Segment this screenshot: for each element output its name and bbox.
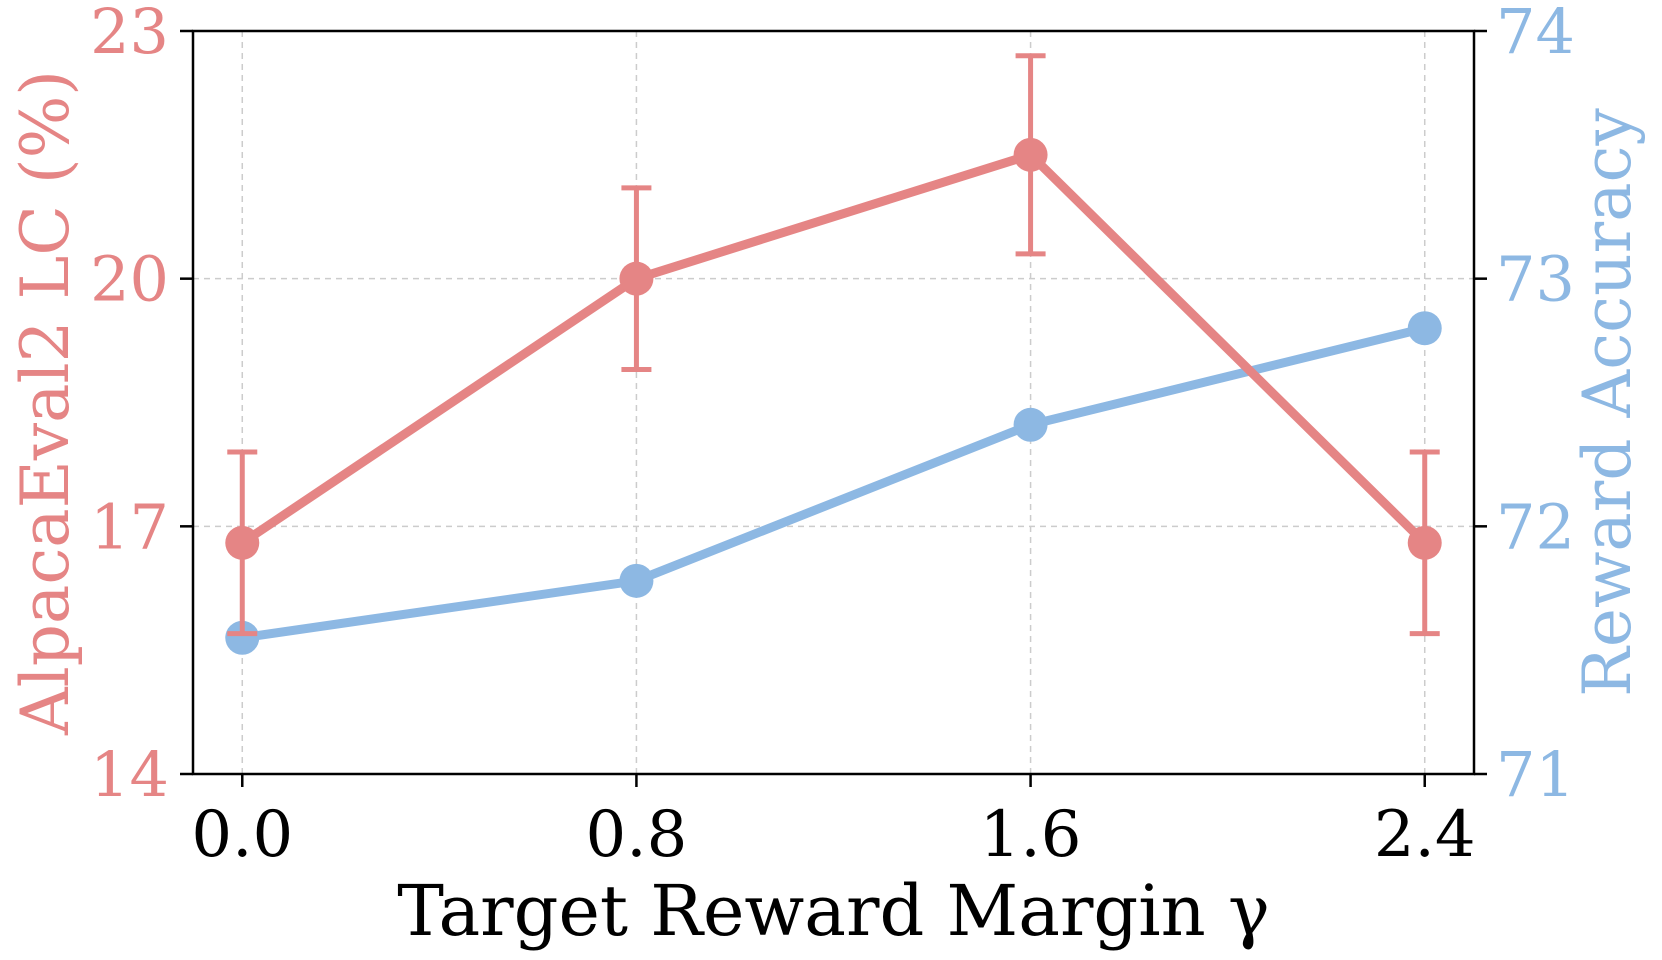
left-y-tick-label: 17: [90, 490, 169, 563]
right-y-tick-label: 74: [1496, 0, 1575, 68]
data-point: [225, 620, 260, 655]
left-y-tick-label: 20: [90, 243, 169, 316]
x-tick-label: 2.4: [1374, 798, 1476, 872]
right-y-tick-label: 71: [1496, 738, 1575, 811]
left-y-axis-label: AlpacaEval2 LC (%): [7, 70, 84, 736]
data-point: [619, 563, 654, 598]
data-point: [225, 525, 260, 560]
data-point: [1013, 137, 1048, 172]
data-point: [619, 261, 654, 296]
series-line: [237, 323, 1430, 643]
series-alpacaeval: [225, 53, 1442, 637]
plot-frame: [191, 29, 1476, 776]
grid: [193, 31, 1474, 774]
x-tick-label: 0.0: [191, 798, 293, 872]
left-y-tick-label: 23: [90, 0, 169, 68]
left-y-axis: 14 17 20 23: [90, 0, 193, 811]
x-tick-label: 1.6: [980, 798, 1082, 872]
left-y-tick-label: 14: [90, 738, 169, 811]
x-tick-label: 0.8: [586, 798, 688, 872]
series-line: [237, 150, 1430, 548]
right-y-axis: 71 72 73 74: [1474, 0, 1575, 811]
right-y-tick-label: 72: [1496, 490, 1575, 563]
data-point: [1407, 525, 1442, 560]
right-y-tick-label: 73: [1496, 243, 1575, 316]
x-axis-label: Target Reward Margin γ: [397, 870, 1270, 952]
x-axis: 0.0 0.8 1.6 2.4: [191, 774, 1476, 872]
series-reward-accuracy: [225, 311, 1442, 655]
data-point: [1407, 311, 1442, 346]
right-y-axis-label: Reward Accuracy: [1569, 107, 1646, 696]
data-point: [1013, 407, 1048, 442]
plot-area: [225, 53, 1442, 655]
